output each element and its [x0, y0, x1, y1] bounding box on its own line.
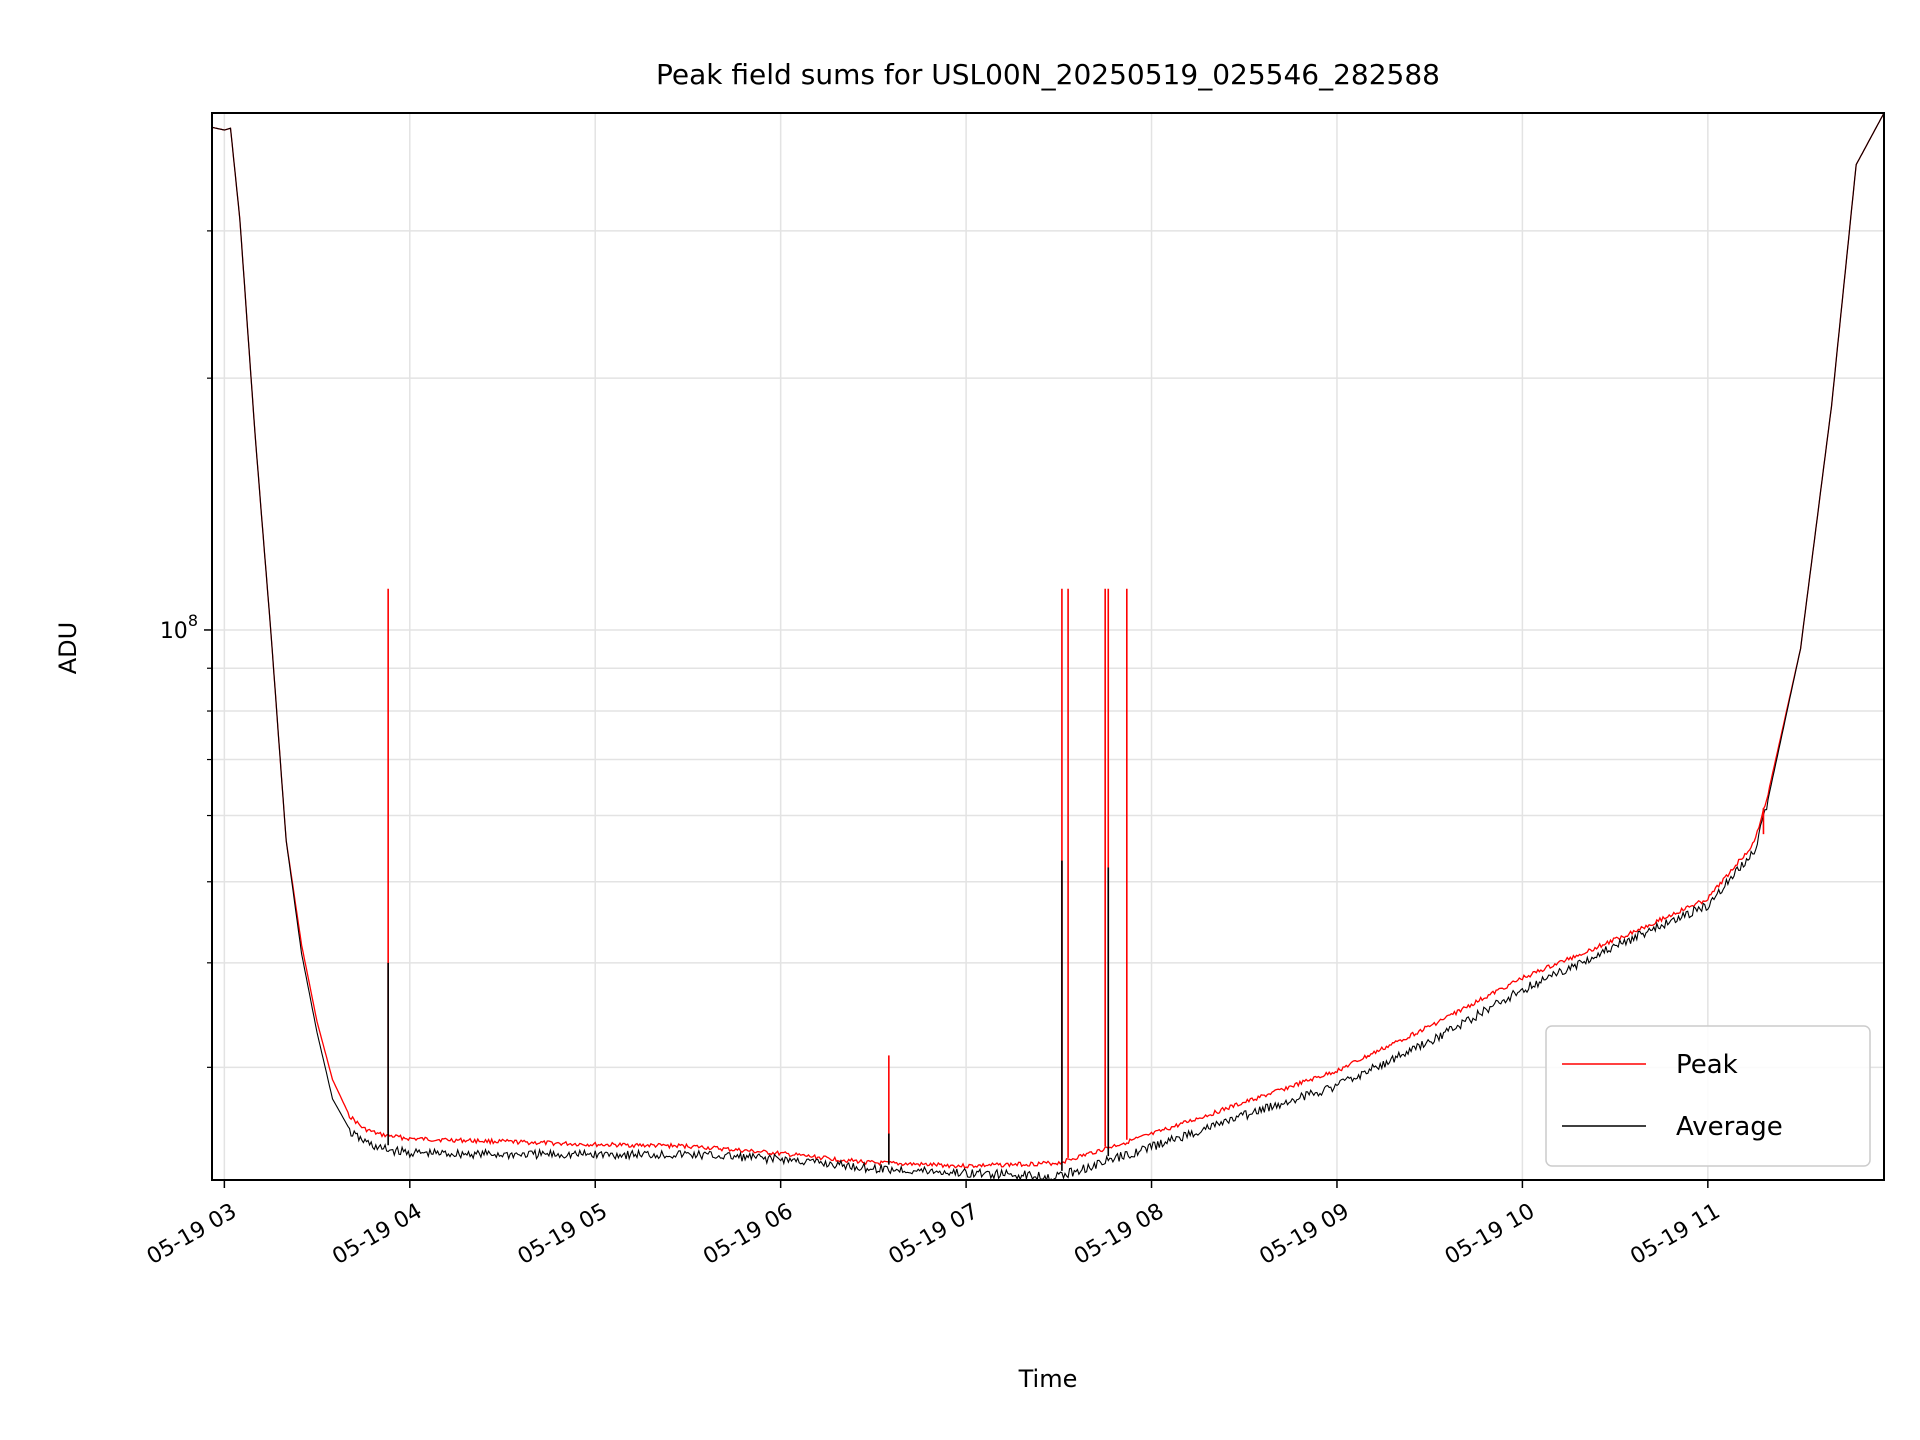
legend-label-peak: Peak — [1676, 1050, 1738, 1080]
legend: Peak Average — [1545, 1025, 1871, 1167]
legend-box — [1545, 1025, 1871, 1167]
series-line-average — [212, 113, 1884, 1180]
y-axis: 108 — [160, 230, 212, 1068]
plot-frame — [211, 112, 1885, 1181]
series-line-peak — [212, 113, 1884, 1169]
y-tick-label: 108 — [160, 611, 198, 644]
y-axis-label: ADU — [54, 622, 82, 674]
legend-label-average: Average — [1676, 1112, 1783, 1142]
y-tick-label-exponent: 8 — [188, 611, 198, 630]
data-layer — [212, 113, 1884, 1180]
y-tick-label-base: 10 — [160, 619, 188, 644]
chart-title: Peak field sums for USL00N_20250519_0255… — [656, 58, 1440, 91]
x-axis-label: Time — [1018, 1365, 1078, 1393]
